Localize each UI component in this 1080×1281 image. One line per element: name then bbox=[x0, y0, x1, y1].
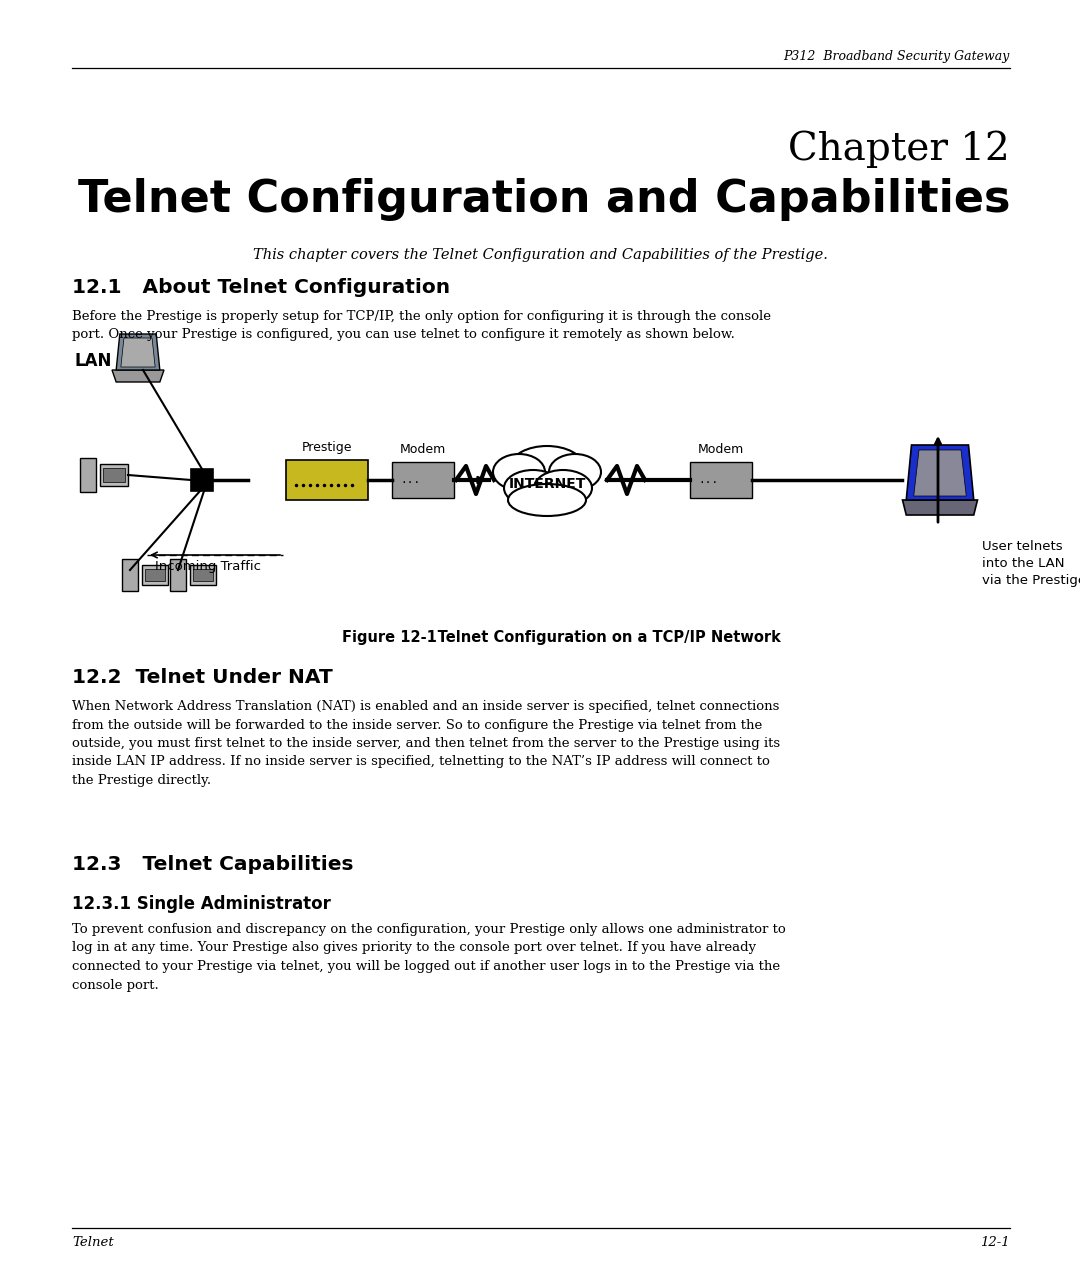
Text: Telnet Configuration on a TCP/IP Network: Telnet Configuration on a TCP/IP Network bbox=[411, 630, 781, 646]
Polygon shape bbox=[914, 450, 967, 496]
Text: 12.1   About Telnet Configuration: 12.1 About Telnet Configuration bbox=[72, 278, 450, 297]
Ellipse shape bbox=[549, 453, 600, 491]
Polygon shape bbox=[117, 334, 160, 370]
FancyBboxPatch shape bbox=[145, 569, 165, 582]
FancyBboxPatch shape bbox=[193, 569, 213, 582]
FancyBboxPatch shape bbox=[690, 462, 752, 498]
Text: 12-1: 12-1 bbox=[981, 1236, 1010, 1249]
Text: Chapter 12: Chapter 12 bbox=[788, 129, 1010, 168]
Ellipse shape bbox=[511, 446, 583, 485]
Text: To prevent confusion and discrepancy on the configuration, your Prestige only al: To prevent confusion and discrepancy on … bbox=[72, 924, 786, 991]
FancyBboxPatch shape bbox=[170, 559, 186, 591]
Text: Telnet Configuration and Capabilities: Telnet Configuration and Capabilities bbox=[78, 178, 1010, 222]
Text: 12.3   Telnet Capabilities: 12.3 Telnet Capabilities bbox=[72, 854, 353, 874]
Text: User telnets
into the LAN
via the Prestige: User telnets into the LAN via the Presti… bbox=[982, 541, 1080, 587]
Text: Modem: Modem bbox=[400, 443, 446, 456]
Ellipse shape bbox=[504, 470, 562, 506]
Polygon shape bbox=[112, 370, 164, 382]
Polygon shape bbox=[121, 338, 156, 366]
FancyBboxPatch shape bbox=[103, 468, 125, 482]
Text: Before the Prestige is properly setup for TCP/IP, the only option for configurin: Before the Prestige is properly setup fo… bbox=[72, 310, 771, 323]
Text: Prestige: Prestige bbox=[301, 441, 352, 453]
Ellipse shape bbox=[534, 470, 592, 506]
FancyBboxPatch shape bbox=[122, 559, 138, 591]
Polygon shape bbox=[903, 500, 977, 515]
FancyBboxPatch shape bbox=[286, 460, 368, 500]
FancyBboxPatch shape bbox=[100, 464, 129, 485]
Text: 12.3.1 Single Administrator: 12.3.1 Single Administrator bbox=[72, 895, 330, 913]
Text: P312  Broadband Security Gateway: P312 Broadband Security Gateway bbox=[784, 50, 1010, 63]
Text: Telnet: Telnet bbox=[72, 1236, 113, 1249]
Ellipse shape bbox=[508, 484, 586, 516]
Text: ...: ... bbox=[400, 475, 420, 485]
Text: This chapter covers the Telnet Configuration and Capabilities of the Prestige.: This chapter covers the Telnet Configura… bbox=[253, 249, 827, 263]
FancyBboxPatch shape bbox=[141, 565, 168, 585]
FancyBboxPatch shape bbox=[190, 565, 216, 585]
Text: INTERNET: INTERNET bbox=[509, 477, 585, 491]
FancyBboxPatch shape bbox=[80, 459, 96, 492]
Text: port. Once your Prestige is configured, you can use telnet to configure it remot: port. Once your Prestige is configured, … bbox=[72, 328, 734, 341]
Text: Incoming Traffic: Incoming Traffic bbox=[156, 560, 261, 573]
Text: Modem: Modem bbox=[698, 443, 744, 456]
Text: When Network Address Translation (NAT) is enabled and an inside server is specif: When Network Address Translation (NAT) i… bbox=[72, 699, 780, 787]
Text: LAN: LAN bbox=[75, 352, 112, 370]
Text: Figure 12-1: Figure 12-1 bbox=[342, 630, 437, 646]
Polygon shape bbox=[906, 445, 974, 500]
Ellipse shape bbox=[492, 453, 545, 491]
Text: ...: ... bbox=[698, 475, 718, 485]
FancyBboxPatch shape bbox=[392, 462, 454, 498]
FancyBboxPatch shape bbox=[191, 469, 213, 491]
Text: 12.2  Telnet Under NAT: 12.2 Telnet Under NAT bbox=[72, 667, 333, 687]
